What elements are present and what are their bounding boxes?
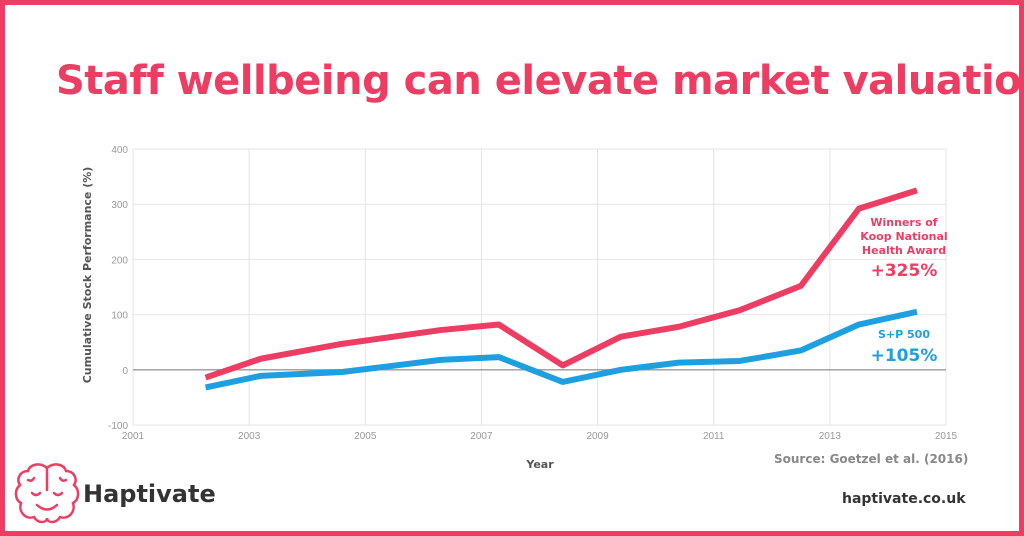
x-tick-label: 2003 — [238, 431, 261, 442]
series-label: Koop National — [860, 230, 947, 243]
y-tick-label: 0 — [122, 366, 128, 377]
y-tick-label: 100 — [111, 311, 128, 322]
y-tick-label: 200 — [111, 255, 128, 266]
brand-name: Haptivate — [83, 480, 216, 508]
x-tick-label: 2011 — [703, 431, 725, 442]
ticks: 2001 2003 2005 2007 2009 2011 2013 2015 400 300 20… — [108, 145, 958, 442]
series-line-koop-winners — [204, 187, 918, 381]
y-tick-label: -100 — [108, 421, 128, 432]
x-tick-label: 2013 — [819, 431, 842, 442]
series — [204, 187, 918, 391]
y-axis-label: Cumulative Stock Performance (%) — [81, 167, 94, 384]
series-label: Health Award — [862, 244, 946, 257]
grid — [132, 148, 947, 426]
source-note: Source: Goetzel et al. (2016) — [774, 452, 969, 466]
website-link[interactable]: haptivate.co.uk — [842, 491, 966, 507]
x-tick-label: 2015 — [935, 431, 958, 442]
series-end-value: +105% — [871, 346, 938, 366]
brain-icon — [14, 463, 80, 524]
page-title: Staff wellbeing can elevate market valua… — [56, 58, 1024, 104]
series-end-value: +325% — [871, 261, 938, 281]
y-tick-label: 300 — [111, 200, 128, 211]
x-tick-label: 2001 — [122, 431, 145, 442]
series-line-sp500 — [204, 308, 918, 391]
series-label: S+P 500 — [878, 328, 930, 341]
x-tick-label: 2007 — [470, 431, 493, 442]
x-tick-label: 2005 — [354, 431, 377, 442]
x-tick-label: 2009 — [586, 431, 609, 442]
series-label: Winners of — [870, 216, 937, 229]
x-axis-label: Year — [525, 458, 554, 471]
y-tick-label: 400 — [111, 145, 128, 156]
